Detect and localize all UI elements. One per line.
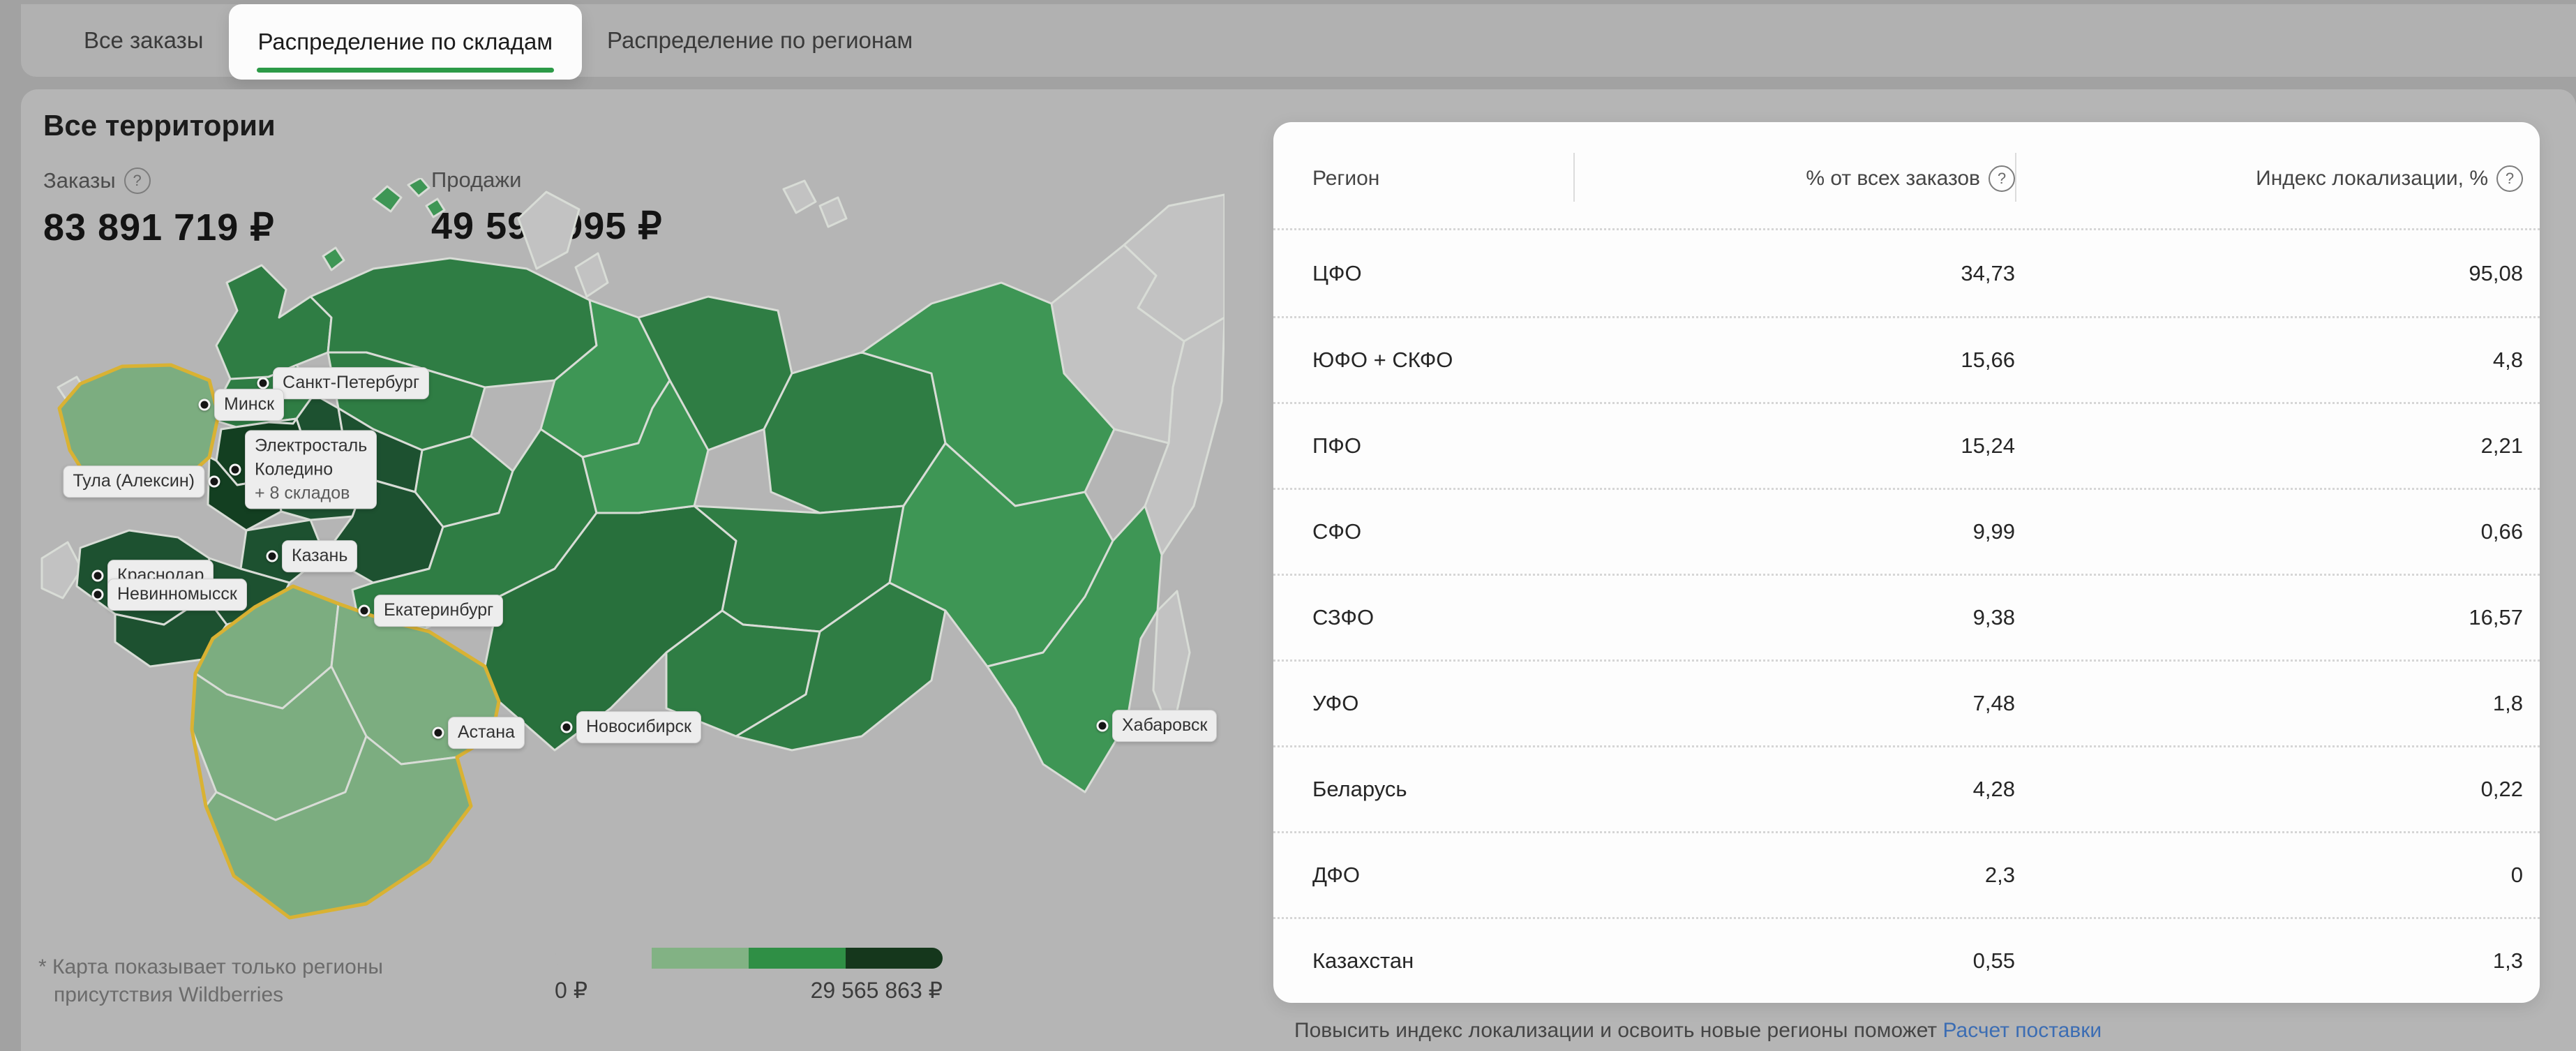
orders-label: Заказы [43, 168, 116, 193]
region-table-card: Регион % от всех заказов ? Индекс локали… [1273, 122, 2540, 1003]
orders-share-value: 15,66 [1961, 348, 2015, 372]
orders-stat: Заказы ? 83 891 719 ₽ [43, 167, 275, 249]
sales-label: Продажи [431, 167, 522, 192]
supply-calculation-link[interactable]: Расчет поставки [1942, 1019, 2102, 1042]
orders-share-value: 15,24 [1961, 433, 2015, 458]
map-footnote: * Карта показывает только регионы присут… [38, 955, 383, 1006]
table-row: ЮФО + СКФО 15,66 4,8 [1273, 316, 2540, 402]
orders-share-value: 2,3 [1984, 863, 2015, 887]
header-divider [2015, 153, 2016, 202]
orders-share-value: 9,38 [1972, 605, 2015, 629]
orders-share-value: 7,48 [1972, 691, 2015, 715]
column-header-localization-index: Индекс локализации, % ? [2015, 165, 2523, 192]
localization-index-value: 0 [2510, 863, 2523, 887]
column-header-region: Регион [1312, 167, 1380, 190]
region-name: СФО [1312, 519, 1362, 544]
table-row: Казахстан 0,55 1,3 [1273, 917, 2540, 1003]
localization-hint: Повысить индекс локализации и освоить но… [1294, 1019, 2102, 1042]
region-name: Казахстан [1312, 948, 1414, 973]
map-region[interactable] [372, 185, 403, 213]
localization-index-value: 2,21 [2480, 433, 2523, 458]
orders-share-value: 34,73 [1961, 260, 2015, 285]
region-name: Беларусь [1312, 777, 1407, 801]
help-icon[interactable]: ? [1989, 165, 2015, 192]
column-header-orders-share: % от всех заказов ? [1573, 165, 2015, 192]
region-name: СЗФО [1312, 605, 1375, 629]
orders-share-value: 0,55 [1972, 948, 2015, 973]
region-name: ЮФО + СКФО [1312, 348, 1453, 372]
map-region [40, 541, 83, 599]
choropleth-map [40, 178, 1225, 920]
table-row: ПФО 15,24 2,21 [1273, 402, 2540, 488]
tab-all-orders[interactable]: Все заказы [84, 27, 204, 53]
table-row: ЦФО 34,73 95,08 [1273, 230, 2540, 316]
map-region[interactable] [860, 281, 1116, 507]
map-legend: 0 ₽ 29 565 863 ₽ [555, 948, 943, 1004]
legend-segment [749, 948, 846, 969]
help-icon[interactable]: ? [123, 167, 151, 194]
localization-index-value: 1,3 [2492, 948, 2523, 973]
table-row: ДФО 2,3 0 [1273, 831, 2540, 917]
table-body: ЦФО 34,73 95,08 ЮФО + СКФО 15,66 4,8 ПФО 15,24 2… [1273, 230, 2540, 1003]
russia-warehouse-map: Санкт-Петербург Минск Электросталь Коледино… [38, 178, 1225, 939]
orders-value: 83 891 719 ₽ [43, 207, 275, 248]
orders-share-value: 9,99 [1972, 519, 2015, 544]
table-row: СЗФО 9,38 16,57 [1273, 574, 2540, 659]
region-name: ПФО [1312, 433, 1361, 458]
legend-segment [846, 948, 943, 969]
legend-gradient-bar [555, 948, 943, 969]
localization-index-value: 0,66 [2480, 519, 2523, 544]
table-row: СФО 9,99 0,66 [1273, 488, 2540, 574]
orders-share-value: 4,28 [1972, 777, 2015, 801]
map-region[interactable] [322, 246, 345, 271]
localization-index-value: 16,57 [2469, 605, 2523, 629]
table-row: УФО 7,48 1,8 [1273, 659, 2540, 745]
map-region [782, 179, 817, 214]
map-region [517, 191, 581, 270]
legend-segment [555, 948, 652, 969]
legend-min-label: 0 ₽ [555, 978, 588, 1003]
tab-warehouse-distribution[interactable]: Распределение по складам [228, 4, 583, 80]
tab-region-distribution[interactable]: Распределение по регионам [607, 27, 913, 53]
map-region[interactable] [407, 178, 430, 197]
legend-segment [652, 948, 749, 969]
map-region[interactable] [215, 264, 333, 389]
region-name: УФО [1312, 691, 1359, 715]
localization-index-value: 4,8 [2492, 348, 2523, 372]
page-title: Все территории [43, 109, 276, 142]
map-region [574, 252, 609, 298]
table-header: Регион % от всех заказов ? Индекс локали… [1273, 122, 2540, 230]
legend-max-label: 29 565 863 ₽ [810, 978, 943, 1003]
map-region [1152, 590, 1191, 738]
map-region[interactable] [735, 581, 947, 752]
map-region [818, 196, 848, 228]
localization-index-value: 95,08 [2469, 260, 2523, 285]
help-icon[interactable]: ? [2496, 165, 2523, 192]
map-region[interactable] [425, 197, 446, 218]
header-divider [1573, 153, 1575, 202]
table-row: Беларусь 4,28 0,22 [1273, 745, 2540, 831]
map-region[interactable] [581, 379, 710, 514]
localization-index-value: 0,22 [2480, 777, 2523, 801]
region-name: ДФО [1312, 863, 1360, 887]
tab-bar: Все заказы Распределение по складам Расп… [21, 4, 2576, 80]
kazakhstan-outline [190, 584, 501, 920]
localization-index-value: 1,8 [2492, 691, 2523, 715]
region-name: ЦФО [1312, 260, 1362, 285]
